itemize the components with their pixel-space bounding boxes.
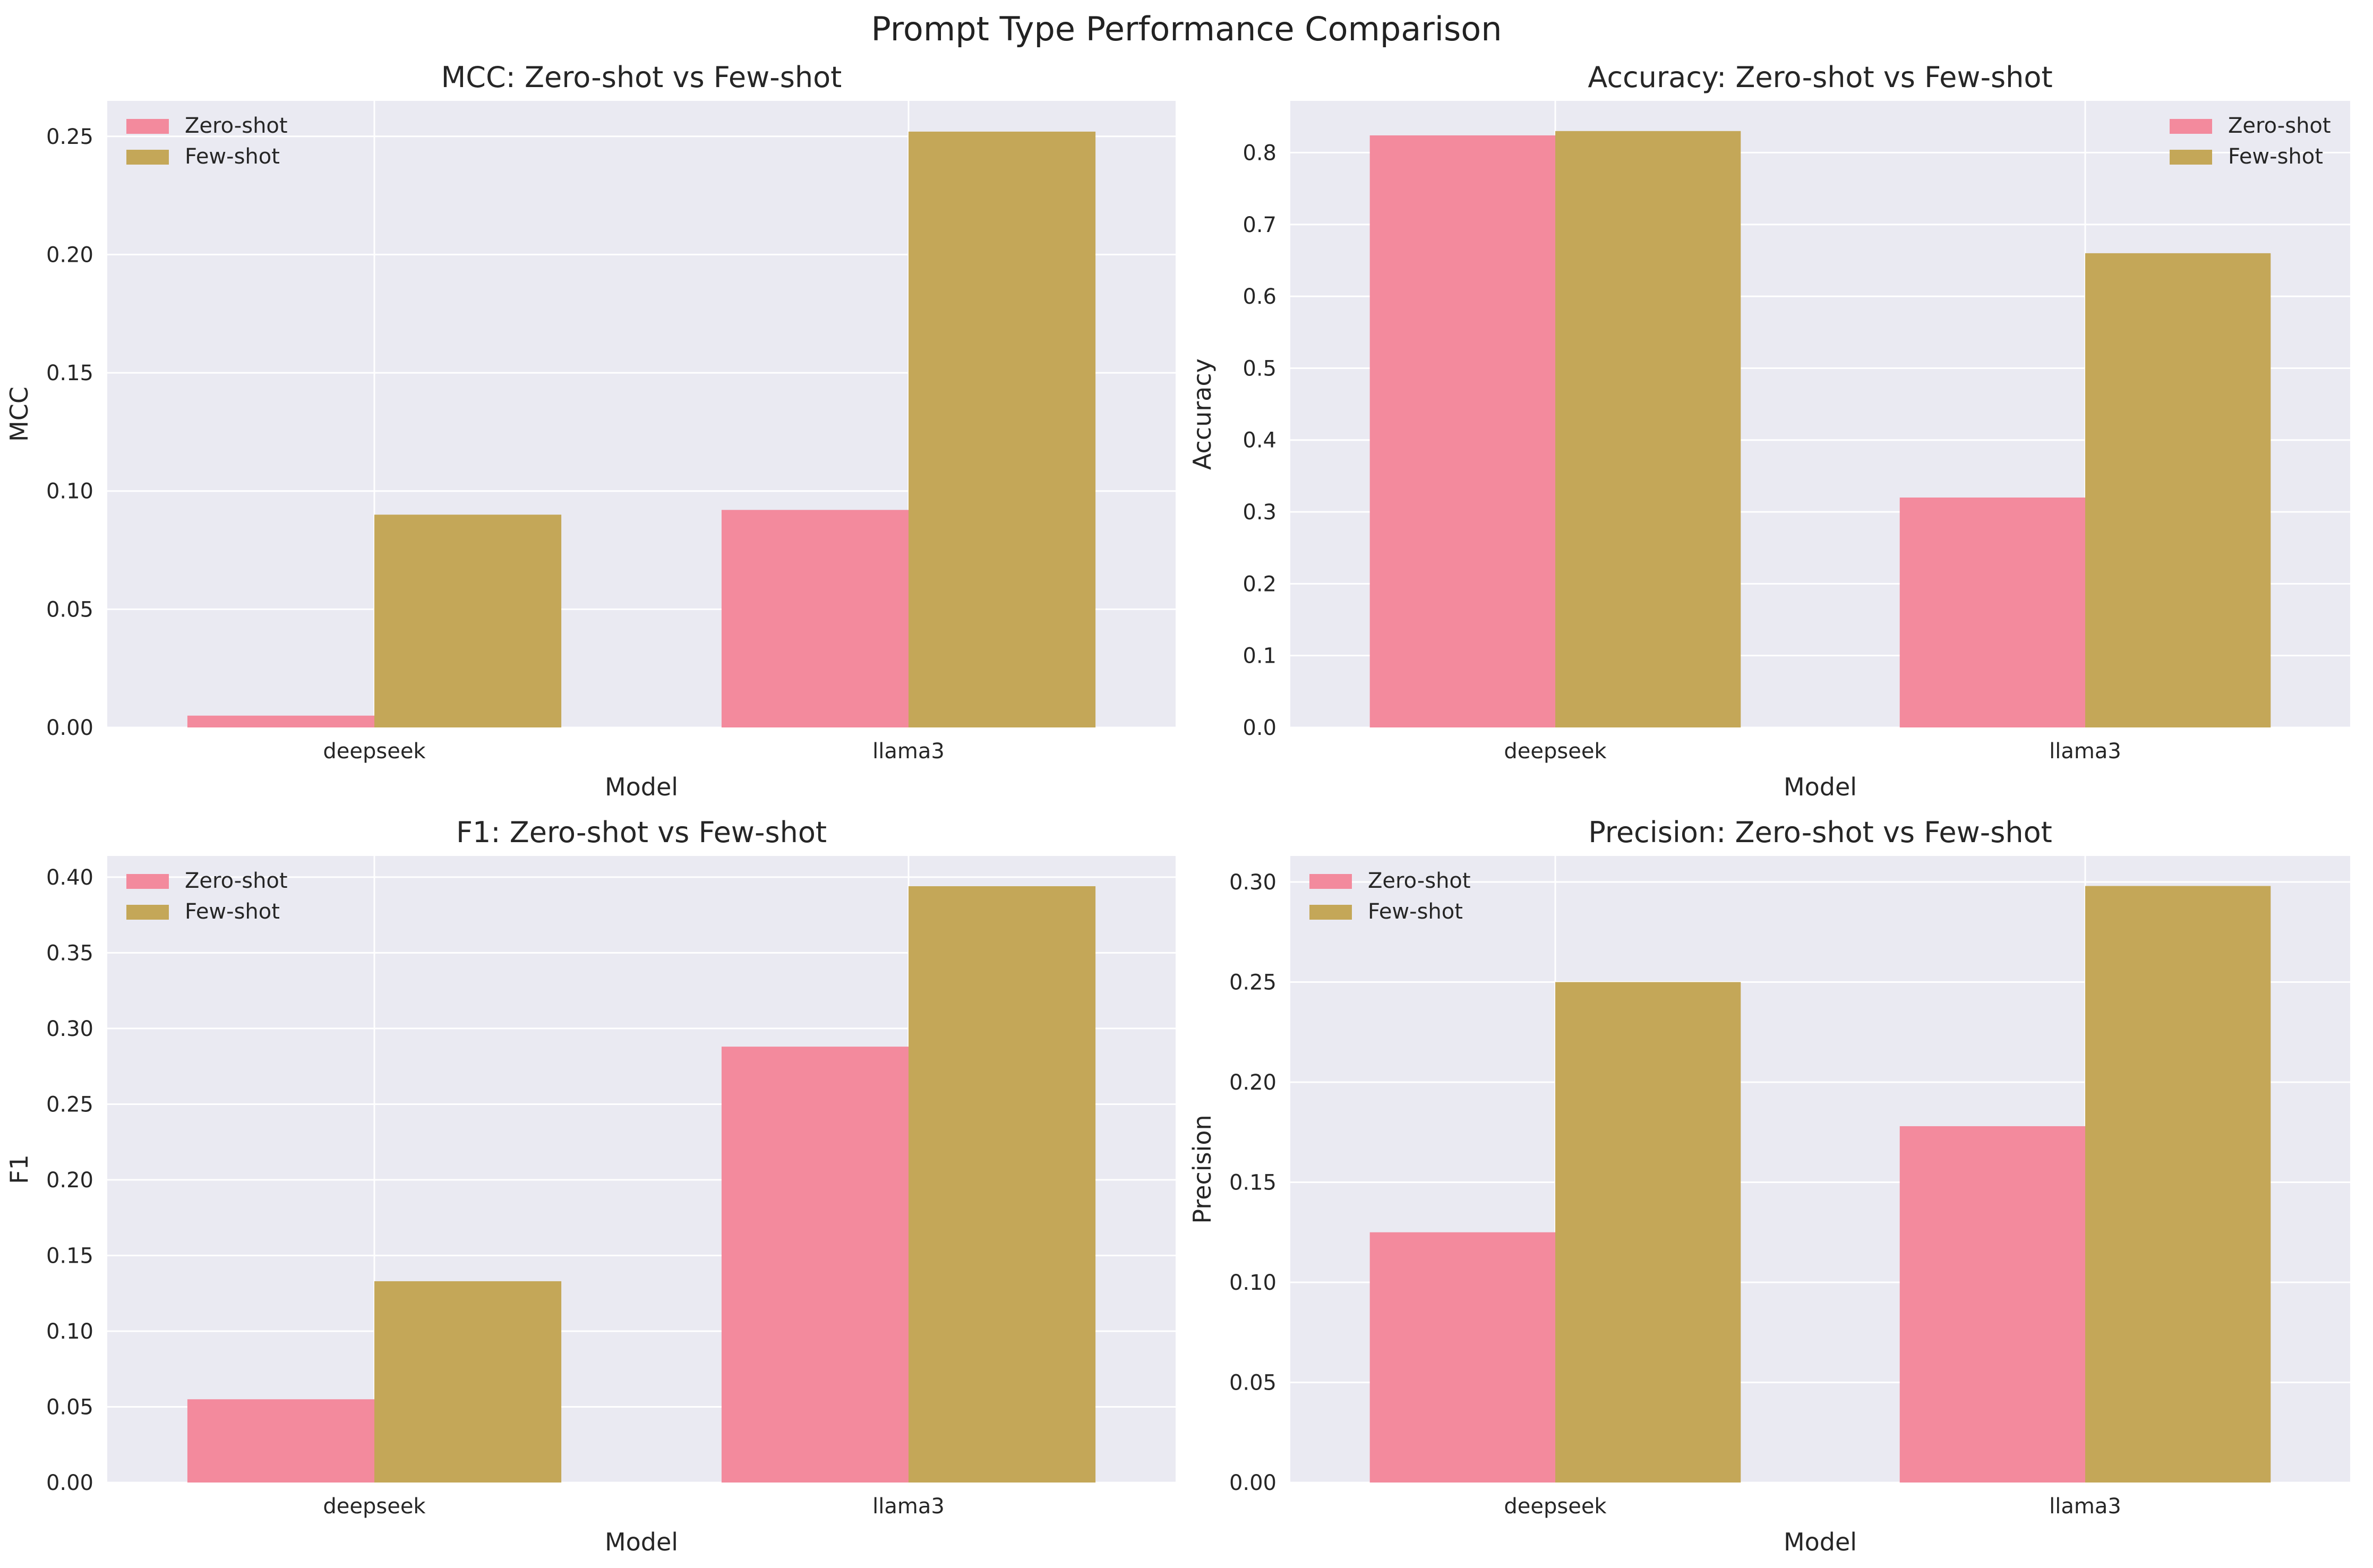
y-tick-label: 0.7 [1243,213,1277,237]
y-tick-label: 0.05 [46,597,93,622]
x-tick-label: llama3 [872,739,945,764]
chart-panel-3: 0.00 0.05 0.10 0.15 0.20 0.25 0.30 0.35 0.40 deep… [5,816,1176,1556]
bar-zero-shot-deepseek [1369,1232,1555,1483]
y-tick-label: 0.20 [1229,1070,1277,1095]
legend: Zero-shot Few-shot [2170,114,2331,169]
x-axis-label: Model [1784,773,1857,801]
y-tick-label: 0.6 [1243,285,1277,309]
legend-swatch [126,119,169,134]
legend: Zero-shot Few-shot [126,114,288,169]
bar-zero-shot-deepseek [187,715,374,727]
x-tick-label: deepseek [1504,739,1607,764]
x-axis-label: Model [1784,1528,1857,1556]
legend-swatch [126,905,169,920]
y-axis-label: F1 [5,1154,33,1184]
y-axis-label: Precision [1188,1115,1217,1223]
y-tick-label: 0.30 [1229,870,1277,895]
y-tick-label: 0.10 [46,479,93,504]
bar-few-shot-deepseek [374,1281,562,1483]
x-tick-label: llama3 [2049,1494,2121,1519]
y-tick-label: 0.15 [46,361,93,385]
legend-label: Zero-shot [185,114,288,138]
y-tick-label: 0.20 [46,1168,93,1193]
y-tick-label: 0.35 [46,941,93,965]
legend-swatch [126,150,169,165]
chart-title: Precision: Zero-shot vs Few-shot [1588,816,2052,849]
y-tick-label: 0.00 [46,716,93,740]
bar-few-shot-llama3 [2085,253,2271,727]
y-tick-label: 0.30 [46,1017,93,1041]
x-axis-label: Model [605,773,678,801]
y-tick-label: 0.00 [46,1471,93,1495]
y-tick-label: 0.10 [46,1319,93,1344]
y-tick-label: 0.0 [1243,716,1277,740]
bar-zero-shot-llama3 [1899,497,2085,727]
y-tick-label: 0.5 [1243,356,1277,381]
legend-swatch [1309,905,1352,920]
chart-title: MCC: Zero-shot vs Few-shot [441,61,842,94]
bar-zero-shot-llama3 [721,1047,909,1483]
y-tick-label: 0.15 [1229,1171,1277,1195]
legend-label: Few-shot [2228,144,2323,169]
bar-few-shot-llama3 [909,131,1096,727]
bar-zero-shot-llama3 [1899,1126,2085,1483]
x-tick-label: llama3 [2049,739,2121,764]
legend-label: Few-shot [1368,899,1463,924]
bar-few-shot-deepseek [1555,982,1741,1483]
legend-label: Zero-shot [185,869,288,893]
x-tick-label: deepseek [323,1494,426,1519]
bar-zero-shot-deepseek [1369,135,1555,728]
y-tick-label: 0.3 [1243,500,1277,525]
legend-swatch [126,874,169,889]
x-tick-label: llama3 [872,1494,945,1519]
chart-panel-2: 0.0 0.1 0.2 0.3 0.4 0.5 0.6 0.7 0.8 deepseek llama… [1188,61,2350,801]
bar-few-shot-deepseek [1555,131,1741,728]
legend-label: Zero-shot [2228,114,2331,138]
legend-swatch [2170,150,2212,165]
legend-label: Few-shot [185,899,280,924]
y-tick-label: 0.05 [1229,1371,1277,1395]
y-axis-label: MCC [5,387,33,442]
chart-panel-4: 0.00 0.05 0.10 0.15 0.20 0.25 0.30 deepseek llam… [1188,816,2350,1556]
chart-panel-1: 0.00 0.05 0.10 0.15 0.20 0.25 deepseek llama3 MC… [5,61,1176,801]
bar-zero-shot-deepseek [187,1399,374,1483]
y-tick-label: 0.10 [1229,1271,1277,1295]
figure-title: Prompt Type Performance Comparison [871,10,1502,48]
bar-few-shot-deepseek [374,515,562,727]
y-tick-label: 0.15 [46,1244,93,1268]
chart-title: F1: Zero-shot vs Few-shot [456,816,827,849]
legend-swatch [2170,119,2212,134]
chart-title: Accuracy: Zero-shot vs Few-shot [1588,61,2052,94]
y-tick-label: 0.1 [1243,644,1277,669]
bar-few-shot-llama3 [909,886,1096,1483]
x-tick-label: deepseek [1504,1494,1607,1519]
y-tick-label: 0.05 [46,1395,93,1419]
legend: Zero-shot Few-shot [126,869,288,924]
y-tick-label: 0.8 [1243,141,1277,165]
legend: Zero-shot Few-shot [1309,869,1471,924]
y-axis-label: Accuracy [1188,358,1217,470]
legend-label: Few-shot [185,144,280,169]
x-axis-label: Model [605,1528,678,1556]
y-tick-label: 0.25 [46,125,93,149]
y-tick-label: 0.40 [46,866,93,890]
y-tick-label: 0.20 [46,243,93,267]
y-tick-label: 0.25 [1229,971,1277,995]
y-tick-label: 0.4 [1243,429,1277,453]
y-tick-label: 0.25 [46,1092,93,1117]
y-tick-label: 0.2 [1243,572,1277,596]
bar-few-shot-llama3 [2085,886,2271,1483]
bar-zero-shot-llama3 [721,510,909,727]
y-tick-label: 0.00 [1229,1471,1277,1495]
legend-label: Zero-shot [1368,869,1471,893]
legend-swatch [1309,874,1352,889]
x-tick-label: deepseek [323,739,426,764]
